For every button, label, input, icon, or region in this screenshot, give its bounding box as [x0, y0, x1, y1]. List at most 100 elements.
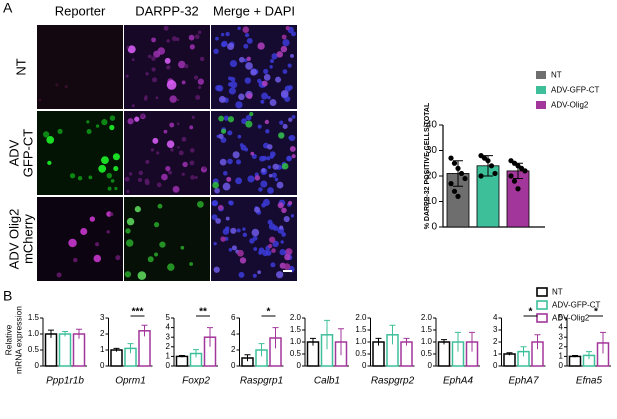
cell: [213, 48, 219, 55]
cell: [280, 90, 289, 98]
cell: [166, 140, 175, 148]
cell: [261, 168, 266, 173]
data-point: [515, 186, 521, 192]
legend-swatch: [536, 300, 548, 310]
column-header: Reporter: [55, 3, 106, 18]
micrograph: [37, 25, 123, 109]
cell: [274, 177, 279, 182]
y-tick-label: 0: [428, 361, 433, 370]
error-bar: [375, 337, 382, 346]
cell: [150, 148, 155, 152]
cell: [181, 80, 186, 85]
y-tick-label: 1.0: [421, 337, 433, 346]
y-tick-label: 1.5: [28, 313, 40, 322]
cell: [159, 241, 166, 248]
legend-swatch: [536, 313, 548, 323]
cell: [254, 175, 261, 181]
y-tick-label: 10: [426, 196, 438, 207]
cell: [288, 134, 296, 142]
cell: [257, 270, 261, 275]
cell: [151, 67, 156, 72]
cell: [98, 164, 107, 173]
cell: [279, 249, 286, 256]
cell: [246, 37, 253, 44]
cell: [211, 214, 218, 221]
cell: [194, 175, 198, 179]
cell: [163, 25, 169, 31]
cell: [222, 182, 231, 191]
cell: [271, 172, 277, 178]
cell: [264, 119, 270, 125]
y-tick-label: 4: [231, 329, 236, 338]
significance-label: **: [199, 307, 207, 318]
cell: [271, 53, 278, 60]
cell: [57, 128, 63, 134]
y-tick-label: 30: [426, 145, 438, 156]
cell: [238, 93, 245, 101]
cell: [222, 228, 230, 235]
data-point: [485, 158, 491, 164]
cell: [124, 271, 132, 278]
cell: [203, 166, 207, 170]
cell: [227, 43, 235, 51]
cell: [266, 156, 271, 161]
cell: [254, 206, 261, 213]
cell: [291, 154, 296, 159]
row-label: NT: [13, 58, 28, 75]
error-bar: [389, 324, 396, 345]
y-tick-label: 1.0: [28, 329, 40, 338]
cell: [266, 144, 273, 150]
significance-label: *: [267, 307, 271, 318]
y-tick-label: 0: [297, 361, 302, 370]
cell: [189, 160, 195, 166]
y-tick-label: 1.5: [290, 325, 302, 334]
error-bar: [506, 352, 513, 356]
cell: [219, 158, 227, 166]
cell: [213, 266, 220, 273]
cell: [155, 96, 159, 100]
cell: [249, 238, 255, 244]
cell: [194, 34, 200, 40]
y-tick-label: 0: [362, 361, 367, 370]
cell: [227, 82, 233, 87]
cell: [220, 41, 227, 48]
cell: [237, 134, 242, 139]
cell: [113, 166, 119, 172]
cell: [140, 113, 145, 118]
y-axis-label: % DARPP-32 POSITIVE CELLS/TOTAL: [424, 102, 431, 229]
cell: [261, 202, 266, 208]
cell: [147, 54, 152, 59]
cell: [169, 95, 177, 103]
data-point: [455, 165, 461, 171]
cell: [230, 227, 237, 234]
cell: [77, 175, 83, 181]
y-tick-label: 5: [559, 313, 564, 322]
y-tick-label: 0.5: [355, 349, 367, 358]
error-bar: [338, 328, 344, 356]
cell: [269, 65, 273, 69]
micrograph: [211, 25, 297, 109]
error-bar: [403, 337, 410, 346]
y-tick-label: 6: [231, 313, 236, 322]
cell: [275, 76, 282, 83]
legend-label: NT: [552, 288, 563, 297]
y-tick-label: 1: [100, 345, 105, 354]
legend-label: ADV-Olig2: [551, 101, 589, 110]
cell: [223, 171, 228, 176]
cell: [241, 118, 247, 125]
cell: [107, 186, 112, 191]
panel-label: B: [3, 288, 12, 304]
error-bar: [455, 331, 461, 352]
cell: [109, 212, 114, 217]
error-bar: [441, 339, 447, 345]
error-bar: [244, 354, 251, 362]
row-label: ADV Olig2: [6, 209, 21, 270]
cell: [227, 158, 233, 165]
cell: [193, 75, 199, 80]
cell: [230, 81, 238, 89]
cell: [95, 124, 100, 128]
cell: [131, 58, 135, 62]
y-tick-label: 3: [493, 325, 498, 334]
cell: [251, 228, 260, 237]
cell: [228, 247, 233, 252]
